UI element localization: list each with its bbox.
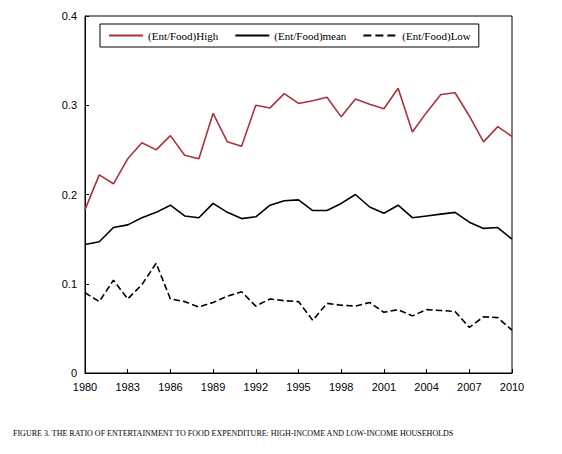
- svg-text:1986: 1986: [158, 381, 182, 393]
- svg-text:0.3: 0.3: [62, 99, 77, 111]
- svg-text:(Ent/Food)Low: (Ent/Food)Low: [402, 30, 470, 43]
- svg-text:0.1: 0.1: [62, 278, 77, 290]
- svg-text:2001: 2001: [372, 381, 396, 393]
- svg-text:2007: 2007: [457, 381, 481, 393]
- svg-text:FIGURE 3. THE RATIO OF ENTERTA: FIGURE 3. THE RATIO OF ENTERTAINMENT TO …: [13, 429, 453, 438]
- svg-text:(Ent/Food)High: (Ent/Food)High: [148, 30, 219, 43]
- svg-text:2010: 2010: [500, 381, 524, 393]
- svg-text:1998: 1998: [329, 381, 353, 393]
- svg-text:2004: 2004: [414, 381, 438, 393]
- svg-text:(Ent/Food)mean: (Ent/Food)mean: [274, 30, 347, 43]
- svg-text:1983: 1983: [115, 381, 139, 393]
- svg-text:1989: 1989: [201, 381, 225, 393]
- svg-text:0.2: 0.2: [62, 189, 77, 201]
- svg-text:1992: 1992: [244, 381, 268, 393]
- svg-text:1995: 1995: [286, 381, 310, 393]
- svg-text:0.4: 0.4: [62, 10, 77, 22]
- svg-text:0: 0: [71, 367, 77, 379]
- svg-text:1980: 1980: [73, 381, 97, 393]
